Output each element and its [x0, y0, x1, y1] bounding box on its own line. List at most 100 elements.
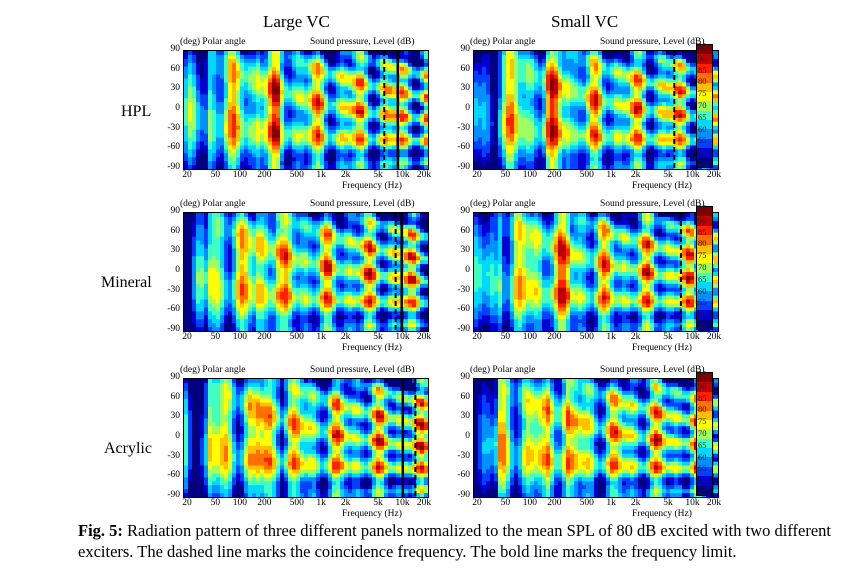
heatmap-cell — [292, 256, 297, 261]
heatmap-cell — [614, 145, 619, 150]
heatmap-cell — [320, 216, 325, 222]
heatmap-cell — [328, 295, 333, 301]
heatmap-cell — [204, 264, 209, 269]
heatmap-cell — [320, 283, 325, 289]
heatmap-cell — [300, 66, 305, 72]
heatmap-cell — [204, 54, 209, 60]
heatmap-cell — [288, 137, 293, 143]
heatmap-cell — [328, 220, 333, 226]
heatmap-cell — [638, 90, 643, 95]
heatmap-cell — [384, 137, 389, 143]
heatmap-cell — [590, 94, 595, 99]
heatmap-cell — [388, 129, 393, 135]
heatmap-cell — [348, 303, 353, 308]
heatmap-cell — [586, 125, 591, 131]
heatmap-cell — [538, 129, 543, 135]
heatmap-cell — [372, 98, 377, 103]
heatmap-cell — [522, 86, 527, 91]
heatmap-cell — [478, 86, 483, 91]
heatmap-cell — [280, 141, 285, 146]
heatmap-cell — [240, 248, 245, 253]
heatmap-cell — [296, 129, 301, 135]
heatmap-cell — [216, 287, 221, 293]
heatmap-cell — [424, 98, 428, 103]
heatmap-cell — [304, 295, 309, 301]
heatmap-cell — [506, 74, 511, 80]
heatmap-cell — [224, 319, 229, 324]
heatmap-cell — [714, 74, 718, 80]
heatmap-cell — [622, 62, 627, 68]
heatmap-cell — [606, 106, 611, 111]
heatmap-cell — [296, 113, 301, 119]
heatmap-cell — [498, 90, 503, 95]
heatmap-cell — [340, 224, 345, 230]
heatmap-cell — [284, 307, 289, 312]
heatmap-cell — [324, 106, 329, 111]
heatmap-cell — [714, 98, 718, 103]
heatmap-cell — [340, 287, 345, 293]
heatmap-cell — [416, 125, 421, 131]
heatmap-cell — [388, 149, 393, 154]
heatmap-cell — [184, 106, 189, 111]
heatmap-cell — [328, 283, 333, 289]
heatmap-cell — [364, 58, 369, 64]
heatmap-cell — [224, 117, 229, 123]
heatmap-cell — [320, 133, 325, 139]
heatmap-cell — [360, 98, 365, 103]
heatmap-cell — [184, 220, 189, 226]
heatmap-cell — [542, 145, 547, 150]
heatmap-cell — [546, 145, 551, 150]
heatmap-cell — [308, 157, 313, 162]
heatmap-cell — [224, 98, 229, 103]
heatmap-cell — [380, 113, 385, 119]
heatmap-cell — [232, 275, 237, 281]
heatmap-cell — [184, 74, 189, 80]
heatmap-cell — [590, 106, 595, 111]
heatmap-cell — [392, 66, 397, 72]
heatmap-cell — [602, 145, 607, 150]
heatmap-cell — [678, 86, 683, 91]
heatmap-cell — [232, 62, 237, 68]
heatmap-cell — [416, 145, 421, 150]
heatmap-cell — [530, 121, 535, 127]
heatmap-cell — [518, 110, 523, 115]
heatmap-cell — [344, 260, 349, 265]
heatmap-cell — [304, 252, 309, 257]
heatmap-cell — [626, 113, 631, 119]
heatmap-cell — [240, 141, 245, 146]
heatmap-cell — [376, 102, 381, 107]
heatmap-cell — [204, 141, 209, 146]
heatmap-cell — [212, 161, 217, 166]
heatmap-cell — [400, 113, 405, 119]
heatmap-cell — [336, 161, 341, 166]
heatmap-cell — [252, 213, 257, 218]
heatmap-cell — [586, 51, 591, 56]
panel-hpl-large-x-tick: 200 — [257, 170, 272, 180]
heatmap-cell — [304, 62, 309, 68]
heatmap-cell — [678, 66, 683, 72]
heatmap-cell — [498, 86, 503, 91]
heatmap-cell — [276, 82, 281, 87]
heatmap-cell — [288, 319, 293, 324]
heatmap-cell — [506, 90, 511, 95]
heatmap-cell — [610, 117, 615, 123]
heatmap-cell — [200, 125, 205, 131]
heatmap-cell — [674, 165, 679, 169]
heatmap-cell — [420, 153, 425, 158]
heatmap-cell — [478, 51, 483, 56]
heatmap-cell — [602, 66, 607, 72]
heatmap-cell — [404, 157, 409, 162]
heatmap-cell — [642, 70, 647, 76]
heatmap-cell — [380, 121, 385, 127]
heatmap-cell — [550, 70, 555, 76]
heatmap-cell — [510, 70, 515, 76]
heatmap-cell — [312, 90, 317, 95]
heatmap-cell — [272, 161, 277, 166]
heatmap-cell — [646, 161, 651, 166]
heatmap-cell — [518, 145, 523, 150]
heatmap-cell — [420, 82, 425, 87]
heatmap-cell — [236, 157, 241, 162]
heatmap-cell — [212, 240, 217, 246]
heatmap-cell — [200, 137, 205, 143]
heatmap-cell — [260, 51, 265, 56]
